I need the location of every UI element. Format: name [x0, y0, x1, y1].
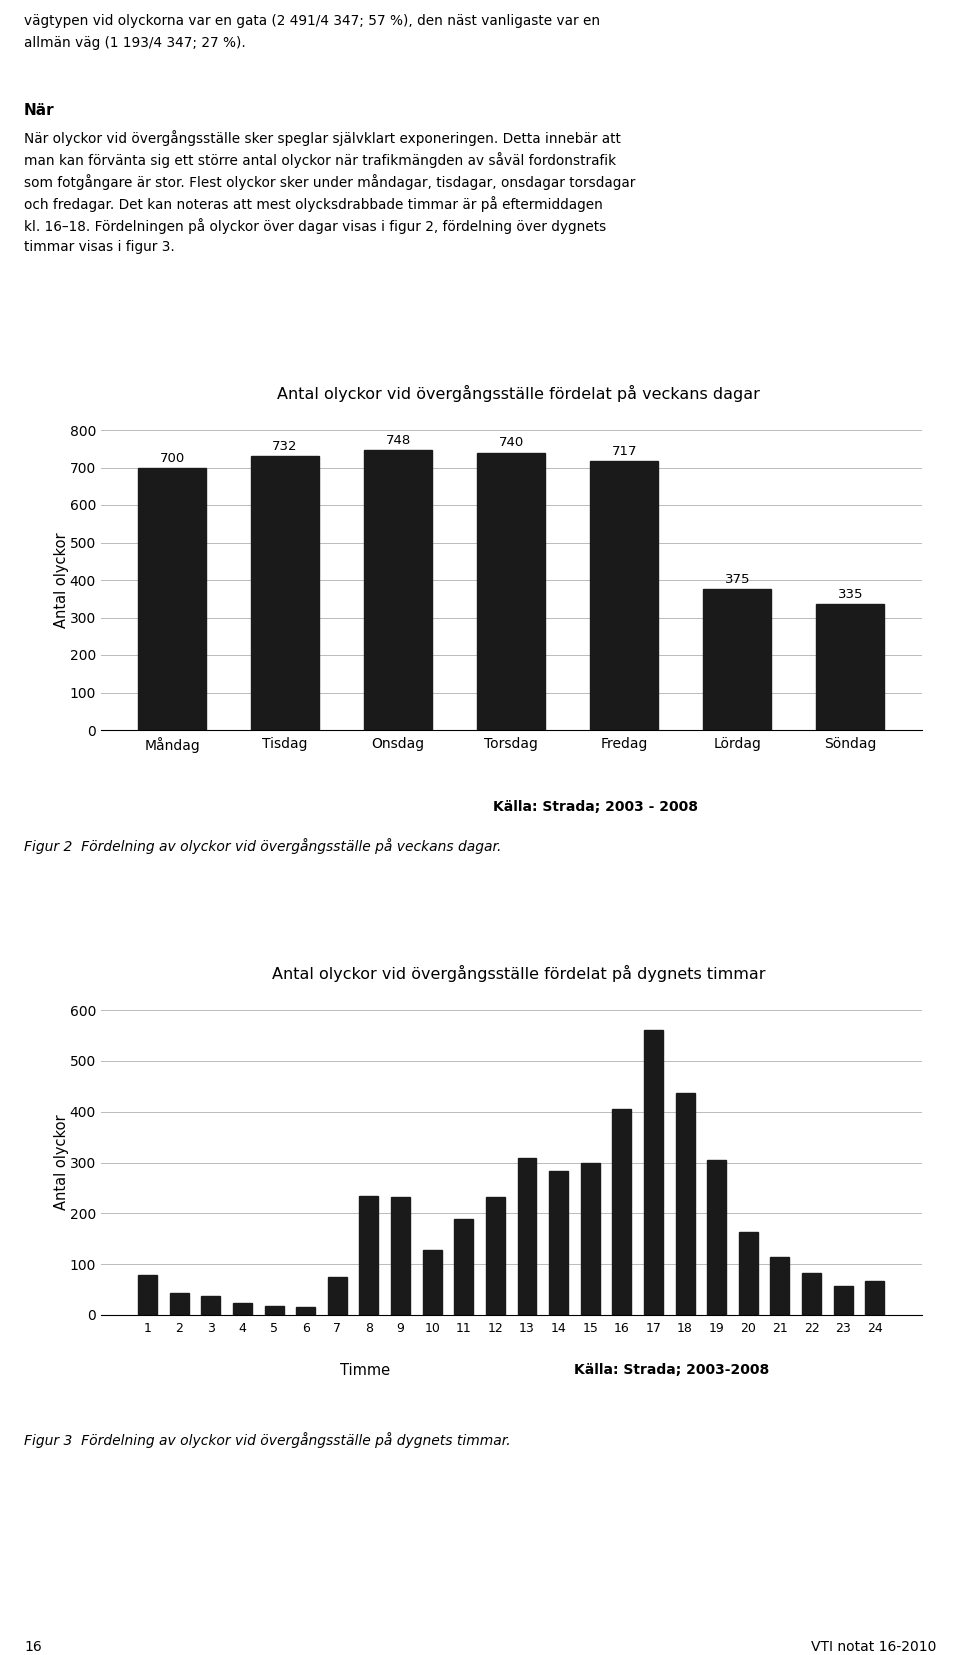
Text: Figur 3  Fördelning av olyckor vid övergångsställe på dygnets timmar.: Figur 3 Fördelning av olyckor vid övergå…	[24, 1432, 511, 1448]
Bar	[486, 1197, 505, 1316]
Bar	[739, 1231, 757, 1316]
Text: 335: 335	[838, 589, 863, 601]
Bar	[517, 1158, 537, 1316]
Bar	[865, 1281, 884, 1316]
Bar	[233, 1302, 252, 1316]
Text: 375: 375	[725, 573, 750, 586]
Bar	[327, 1278, 347, 1316]
Bar	[138, 1276, 157, 1316]
Bar	[252, 455, 319, 730]
Text: kl. 16–18. Fördelningen på olyckor över dagar visas i figur 2, fördelning över d: kl. 16–18. Fördelningen på olyckor över …	[24, 218, 607, 233]
Text: man kan förvänta sig ett större antal olyckor när trafikmängden av såväl fordons: man kan förvänta sig ett större antal ol…	[24, 152, 616, 167]
Text: Antal olyckor vid övergångsställe fördelat på dygnets timmar: Antal olyckor vid övergångsställe fördel…	[272, 965, 765, 981]
Bar	[581, 1162, 600, 1316]
Bar	[422, 1251, 442, 1316]
Text: 16: 16	[24, 1640, 41, 1653]
Text: 732: 732	[273, 440, 298, 452]
Text: När olyckor vid övergångsställe sker speglar självklart exponeringen. Detta inne: När olyckor vid övergångsställe sker spe…	[24, 131, 621, 146]
Text: 740: 740	[498, 437, 524, 450]
Bar	[170, 1293, 189, 1316]
Text: timmar visas i figur 3.: timmar visas i figur 3.	[24, 240, 175, 253]
Bar	[704, 589, 771, 730]
Bar	[771, 1256, 789, 1316]
Text: Källa: Strada; 2003-2008: Källa: Strada; 2003-2008	[574, 1364, 770, 1377]
Text: Antal olyckor vid övergångsställe fördelat på veckans dagar: Antal olyckor vid övergångsställe fördel…	[277, 386, 759, 402]
Bar	[359, 1195, 378, 1316]
Bar	[708, 1160, 726, 1316]
Text: Figur 2  Fördelning av olyckor vid övergångsställe på veckans dagar.: Figur 2 Fördelning av olyckor vid övergå…	[24, 837, 501, 854]
Bar	[644, 1031, 663, 1316]
Bar	[590, 462, 659, 730]
Bar	[477, 452, 545, 730]
Text: VTI notat 16-2010: VTI notat 16-2010	[810, 1640, 936, 1653]
Text: vägtypen vid olyckorna var en gata (2 491/4 347; 57 %), den näst vanligaste var : vägtypen vid olyckorna var en gata (2 49…	[24, 13, 600, 28]
Text: 700: 700	[159, 452, 184, 465]
Bar	[803, 1273, 821, 1316]
Text: allmän väg (1 193/4 347; 27 %).: allmän väg (1 193/4 347; 27 %).	[24, 36, 246, 50]
Bar	[297, 1307, 315, 1316]
Bar	[676, 1092, 695, 1316]
Bar	[202, 1296, 220, 1316]
Text: Källa: Strada; 2003 - 2008: Källa: Strada; 2003 - 2008	[492, 799, 698, 814]
Text: När: När	[24, 103, 55, 118]
Bar	[549, 1172, 568, 1316]
Bar	[391, 1197, 410, 1316]
Bar	[265, 1306, 283, 1316]
Bar	[816, 604, 884, 730]
Text: Timme: Timme	[340, 1364, 390, 1379]
Text: och fredagar. Det kan noteras att mest olycksdrabbade timmar är på eftermiddagen: och fredagar. Det kan noteras att mest o…	[24, 195, 603, 212]
Bar	[454, 1220, 473, 1316]
Bar	[364, 450, 432, 730]
Y-axis label: Antal olyckor: Antal olyckor	[54, 533, 69, 627]
Bar	[138, 467, 206, 730]
Text: som fotgångare är stor. Flest olyckor sker under måndagar, tisdagar, onsdagar to: som fotgångare är stor. Flest olyckor sk…	[24, 174, 636, 190]
Text: 748: 748	[386, 434, 411, 447]
Y-axis label: Antal olyckor: Antal olyckor	[54, 1115, 69, 1210]
Text: 717: 717	[612, 445, 637, 458]
Bar	[833, 1286, 852, 1316]
Bar	[612, 1109, 632, 1316]
